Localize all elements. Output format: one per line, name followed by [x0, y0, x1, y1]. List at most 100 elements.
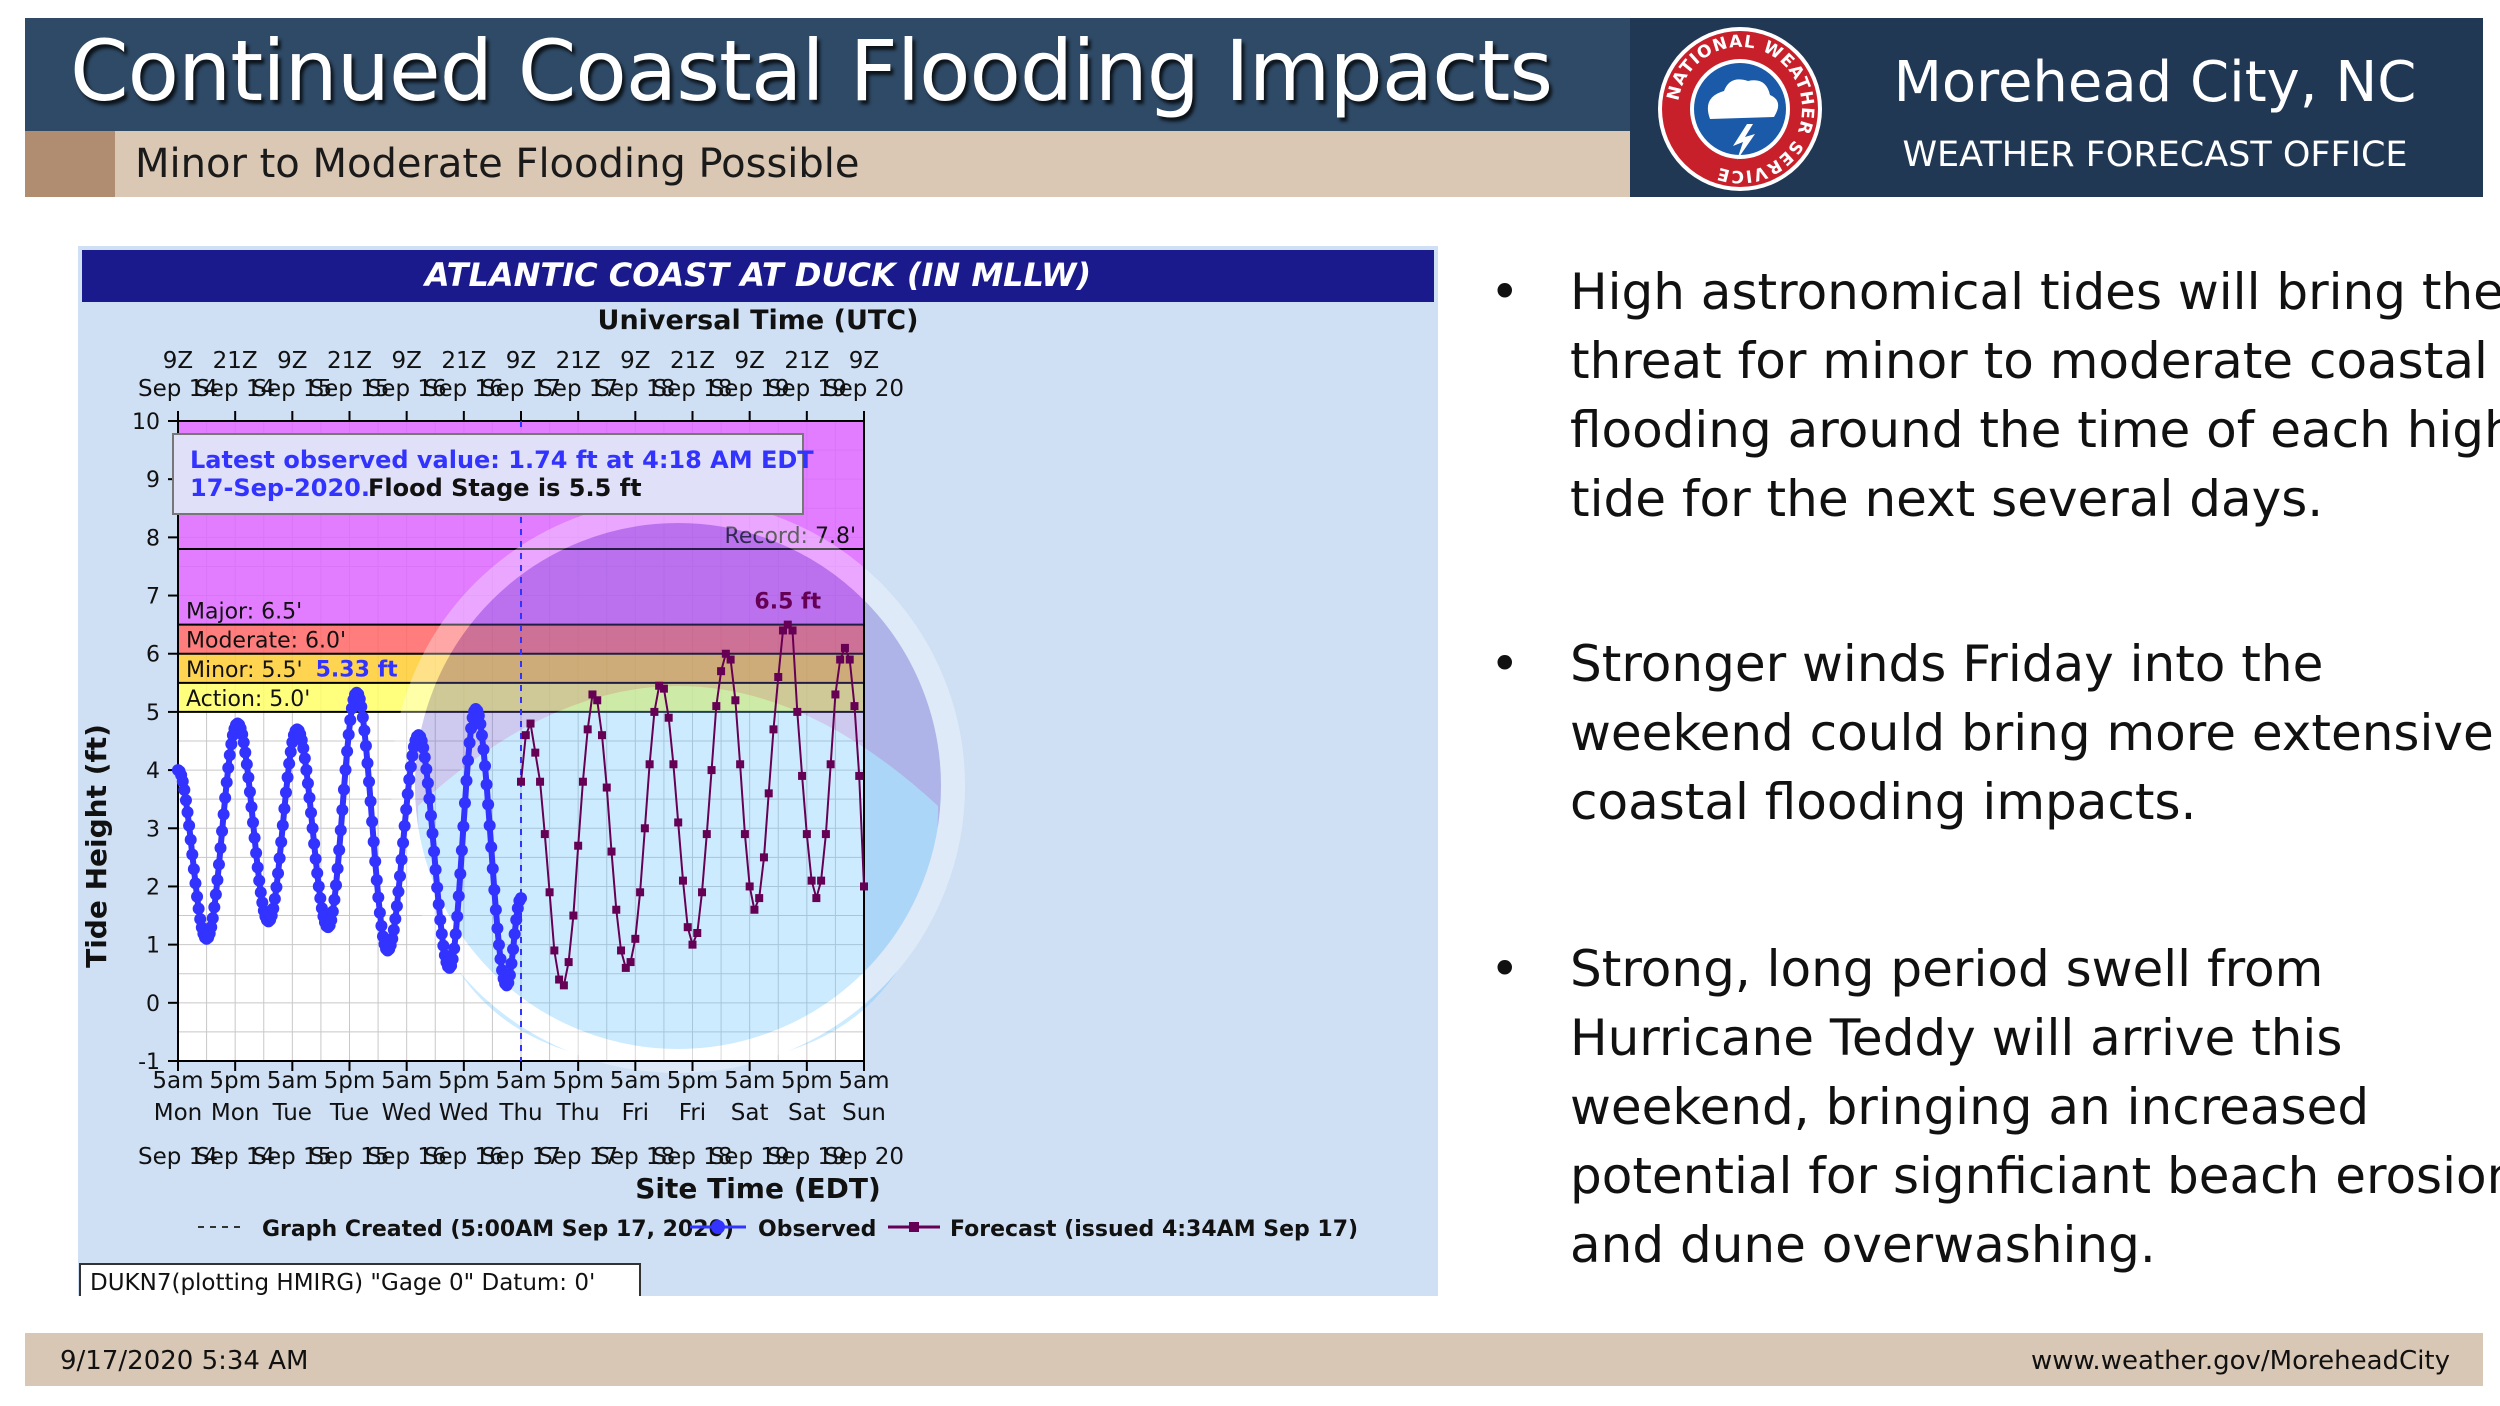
forecast-point — [612, 905, 621, 914]
forecast-point — [807, 876, 816, 885]
observed-point — [337, 783, 350, 796]
flood-stage-label: Moderate: 6.0' — [186, 629, 346, 654]
observed-point — [428, 845, 441, 858]
forecast-point — [759, 853, 768, 862]
observed-point — [247, 816, 260, 829]
observed-point — [331, 862, 344, 875]
bottom-tick-day: Wed — [382, 1100, 432, 1126]
bottom-tick-day: Sat — [788, 1100, 826, 1126]
observed-point — [458, 797, 471, 810]
footer-url[interactable]: www.weather.gov/MoreheadCity — [2031, 1346, 2450, 1376]
subtitle-accent — [25, 131, 115, 197]
bullet-dot-icon: • — [1490, 635, 1520, 693]
y-tick-label: 4 — [146, 759, 160, 784]
top-tick-date: Sep 15 — [252, 376, 332, 402]
bottom-tick-date: Sep 19 — [767, 1144, 847, 1170]
observed-point — [372, 891, 385, 904]
observed-point — [178, 783, 191, 796]
observed-point — [267, 902, 280, 915]
bottom-tick-day: Wed — [439, 1100, 489, 1126]
observed-point — [279, 786, 292, 799]
observed-point — [420, 763, 433, 776]
bullet-dot-icon: • — [1490, 940, 1520, 998]
observed-point — [505, 957, 518, 970]
observed-point — [392, 885, 405, 898]
observed-point — [300, 764, 313, 777]
forecast-point — [674, 818, 683, 827]
forecast-point — [860, 882, 868, 891]
forecast-point — [536, 777, 545, 786]
observed-point — [297, 742, 310, 755]
observed-point — [339, 763, 352, 776]
top-tick-date: Sep 18 — [653, 376, 733, 402]
observed-point — [437, 939, 450, 952]
observed-point — [455, 844, 468, 857]
forecast-point — [712, 702, 721, 711]
info-box-line1: Latest observed value: 1.74 ft at 4:18 A… — [190, 446, 814, 474]
info-box-date: 17-Sep-2020. — [190, 474, 370, 502]
observed-point — [344, 714, 357, 727]
observed-point — [278, 802, 291, 815]
hydrograph-chart: ATLANTIC COAST AT DUCK (IN MLLW) Univers… — [79, 250, 1434, 1296]
top-tick-label: 9Z — [506, 348, 536, 374]
flood-stage-label: Minor: 5.5' — [186, 658, 303, 683]
bottom-tick-date: Sep 20 — [824, 1144, 904, 1170]
page-title: Continued Coastal Flooding Impacts — [70, 22, 1553, 120]
bottom-tick-time: 5am — [152, 1068, 203, 1094]
top-tick-date: Sep 20 — [824, 376, 904, 402]
forecast-point — [793, 707, 802, 716]
observed-point — [206, 912, 219, 925]
forecast-point — [626, 958, 635, 967]
y-tick-label: 10 — [132, 410, 160, 435]
observed-point — [454, 867, 467, 880]
observed-point — [216, 825, 229, 838]
forecast-point — [850, 702, 859, 711]
y-tick-label: 1 — [146, 934, 160, 959]
bottom-tick-date: Sep 18 — [653, 1144, 733, 1170]
forecast-point — [545, 888, 554, 897]
flood-stage-label: Major: 6.5' — [186, 600, 302, 625]
observed-point — [184, 833, 197, 846]
observed-point — [205, 921, 218, 934]
observed-peak-label: 5.33 ft — [316, 658, 399, 683]
observed-point — [463, 736, 476, 749]
observed-point — [237, 736, 250, 749]
observed-point — [208, 901, 221, 914]
top-tick-label: 21Z — [784, 348, 829, 374]
forecast-point — [764, 789, 773, 798]
observed-point — [183, 819, 196, 832]
observed-point — [460, 774, 473, 787]
observed-point — [449, 928, 462, 941]
x-axis-title: Site Time (EDT) — [635, 1172, 881, 1205]
observed-point — [403, 773, 416, 786]
observed-point — [404, 760, 417, 773]
bottom-tick-day: Tue — [329, 1100, 369, 1126]
observed-point — [301, 777, 314, 790]
observed-point — [386, 932, 399, 945]
forecast-point — [550, 946, 559, 955]
forecast-point — [802, 830, 811, 839]
observed-point — [273, 852, 286, 865]
forecast-point — [655, 681, 664, 690]
observed-point — [491, 922, 504, 935]
forecast-point — [783, 620, 792, 629]
observed-point — [367, 835, 380, 848]
top-tick-label: 9Z — [734, 348, 764, 374]
observed-point — [483, 819, 496, 832]
bottom-tick-time: 5pm — [552, 1068, 604, 1094]
y-tick-label: 3 — [146, 817, 160, 842]
forecast-point — [636, 888, 645, 897]
top-tick-date: Sep 19 — [767, 376, 847, 402]
observed-point — [275, 836, 288, 849]
y-tick-label: -1 — [138, 1050, 160, 1075]
forecast-point — [788, 626, 797, 635]
observed-point — [308, 837, 321, 850]
forecast-point — [531, 748, 540, 757]
observed-point — [457, 820, 470, 833]
observed-point — [369, 855, 382, 868]
top-tick-label: 9Z — [620, 348, 650, 374]
observed-point — [179, 794, 192, 807]
observed-point — [254, 886, 267, 899]
bottom-tick-time: 5am — [381, 1068, 432, 1094]
observed-point — [474, 718, 487, 731]
